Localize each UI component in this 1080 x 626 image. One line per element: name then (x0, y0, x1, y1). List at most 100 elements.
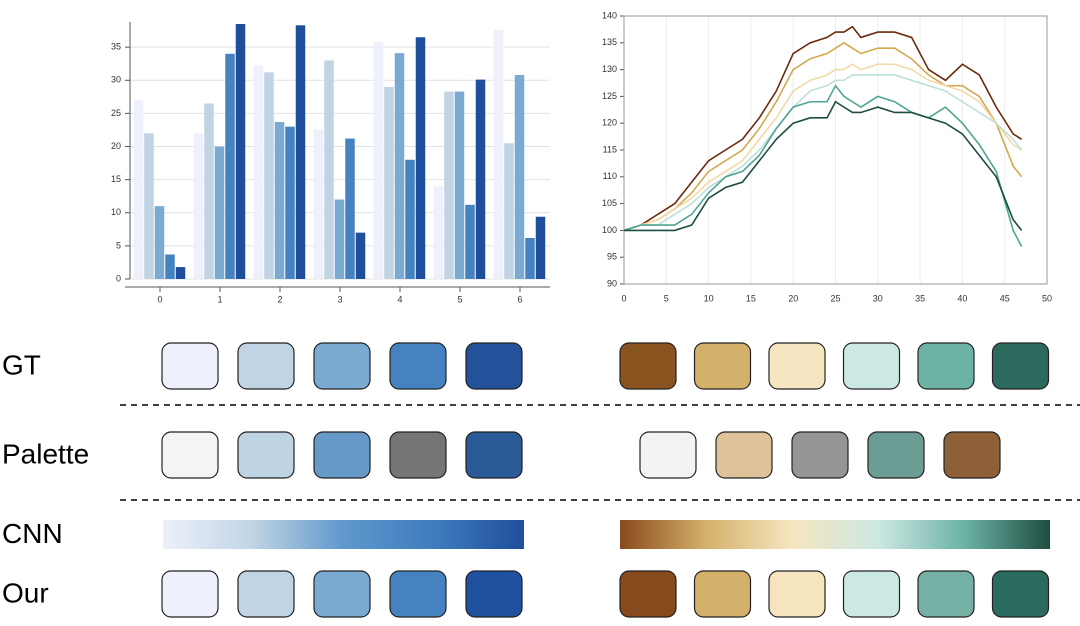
bar (154, 206, 165, 279)
bar (415, 37, 426, 280)
y-tick-label: 5 (116, 240, 121, 250)
bar (253, 65, 264, 279)
y-tick-label: 10 (111, 207, 121, 217)
y-tick-label: 120 (602, 118, 617, 128)
bar (504, 143, 514, 279)
line (623, 84, 1023, 247)
y-tick-label: 20 (111, 141, 121, 151)
x-tick-label: 0 (157, 294, 162, 304)
x-tick-label: 4 (397, 294, 402, 304)
bar (433, 186, 444, 279)
row-label: Our (2, 577, 49, 608)
y-tick-label: 0 (116, 273, 121, 283)
swatch (917, 342, 975, 390)
swatch (867, 431, 925, 479)
x-tick-label: 6 (517, 294, 522, 304)
bar (384, 86, 394, 279)
swatch (313, 570, 371, 618)
swatch (161, 431, 219, 479)
y-tick-label: 35 (111, 42, 121, 52)
bar (475, 79, 486, 280)
row-label: GT (2, 349, 41, 380)
bar (235, 23, 246, 279)
swatch (389, 570, 447, 618)
swatch (991, 342, 1050, 390)
bar (214, 146, 225, 279)
x-tick-label: 40 (957, 293, 967, 303)
bar (144, 133, 154, 279)
y-tick-label: 15 (111, 174, 121, 184)
bar (465, 204, 475, 279)
swatch (619, 342, 677, 390)
y-tick-label: 105 (602, 198, 617, 208)
x-tick-label: 1 (217, 294, 222, 304)
bar (535, 216, 546, 279)
bar (454, 91, 465, 279)
bar (444, 91, 454, 279)
line (624, 100, 1023, 232)
swatch (693, 570, 752, 618)
line (623, 25, 1023, 232)
bar (193, 133, 204, 279)
bar (285, 126, 295, 280)
line (623, 63, 1023, 232)
bar (313, 129, 324, 279)
line (623, 74, 1023, 232)
y-tick-label: 30 (111, 75, 121, 85)
swatch (917, 570, 975, 618)
swatch (639, 431, 697, 479)
swatch (313, 342, 371, 390)
swatch (465, 570, 523, 618)
y-tick-label: 115 (603, 144, 617, 154)
bar (295, 25, 306, 279)
swatch (842, 342, 901, 390)
bar (324, 60, 334, 279)
x-tick-label: 0 (621, 293, 626, 303)
swatch (389, 431, 447, 479)
swatch (768, 342, 826, 390)
y-tick-label: 135 (602, 37, 617, 47)
x-tick-label: 25 (830, 293, 840, 303)
bar (394, 53, 405, 280)
row-label: CNN (2, 518, 63, 549)
swatch (237, 431, 295, 479)
bar (204, 103, 214, 279)
line (623, 41, 1023, 232)
bar (133, 100, 144, 279)
x-tick-label: 2 (277, 294, 282, 304)
swatch (237, 342, 295, 390)
x-tick-label: 5 (664, 293, 669, 303)
x-tick-label: 20 (788, 293, 798, 303)
x-tick-label: 35 (915, 293, 925, 303)
swatch (161, 570, 219, 618)
gradient-bar (163, 520, 524, 549)
bar (355, 232, 366, 279)
swatch (693, 342, 752, 390)
bar (165, 254, 175, 279)
x-tick-label: 3 (337, 294, 342, 304)
y-tick-label: 95 (607, 252, 617, 262)
x-tick-label: 45 (1000, 293, 1010, 303)
bar (514, 74, 525, 280)
x-tick-label: 15 (746, 293, 756, 303)
y-tick-label: 90 (607, 278, 617, 288)
swatch (465, 431, 523, 479)
bar (334, 199, 345, 279)
bar (493, 29, 504, 279)
swatch (991, 570, 1050, 618)
swatch (161, 342, 219, 390)
swatch (237, 570, 295, 618)
bar (175, 267, 186, 279)
y-tick-label: 110 (603, 171, 617, 181)
y-tick-label: 140 (602, 10, 617, 20)
swatch (791, 431, 849, 479)
bar (225, 53, 235, 279)
row-label: Palette (2, 438, 89, 469)
bar (274, 122, 285, 280)
swatch (768, 570, 826, 618)
y-tick-label: 100 (602, 225, 617, 235)
bar (373, 41, 384, 279)
bar (264, 72, 274, 279)
x-tick-label: 5 (457, 294, 462, 304)
